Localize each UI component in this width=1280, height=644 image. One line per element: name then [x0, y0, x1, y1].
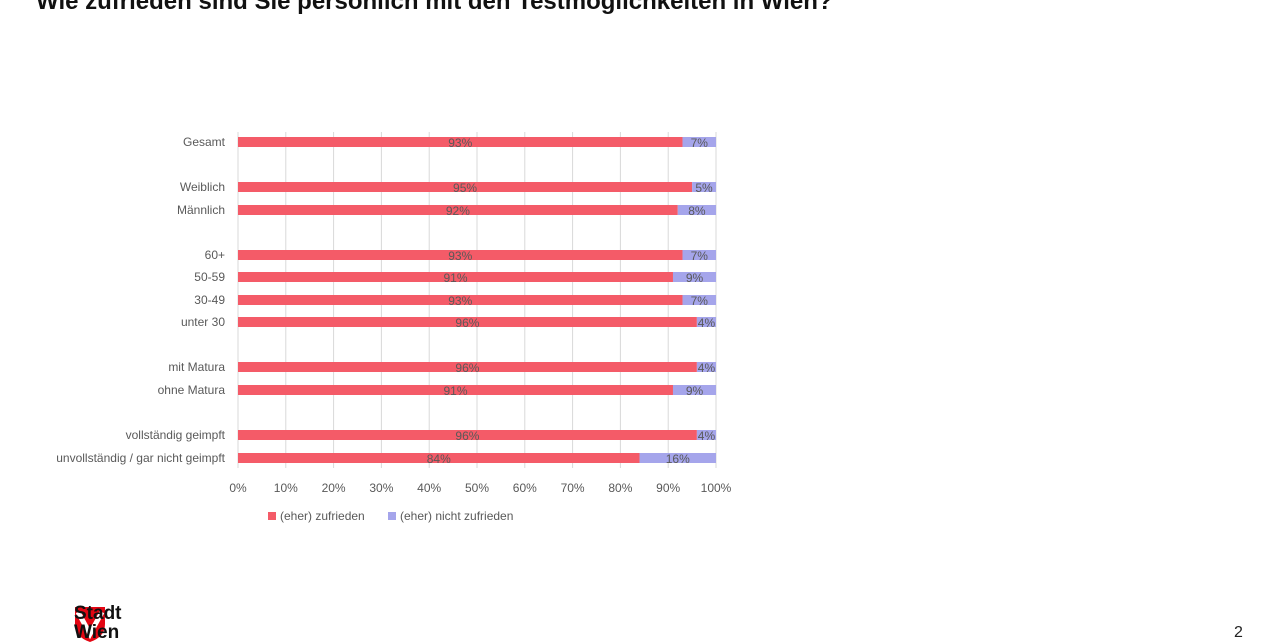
bar-zufrieden: [238, 295, 683, 305]
x-tick-label: 50%: [465, 481, 489, 495]
data-label-zufrieden: 92%: [446, 204, 470, 218]
x-tick-label: 0%: [229, 481, 247, 495]
data-label-nicht-zufrieden: 4%: [698, 316, 716, 330]
data-label-zufrieden: 93%: [448, 294, 472, 308]
bar-nicht-zufrieden: [696, 362, 716, 372]
data-label-zufrieden: 96%: [455, 429, 479, 443]
page-title: Wie zufrieden sind Sie persönlich mit de…: [36, 0, 833, 15]
data-label-zufrieden: 93%: [448, 136, 472, 150]
x-tick-label: 10%: [274, 481, 298, 495]
category-label: 30-49: [194, 293, 225, 307]
x-tick-label: 40%: [417, 481, 441, 495]
data-label-nicht-zufrieden: 8%: [688, 204, 706, 218]
category-label: Gesamt: [183, 135, 226, 149]
legend-label-nicht-zufrieden: (eher) nicht zufrieden: [400, 509, 513, 523]
data-label-nicht-zufrieden: 9%: [686, 384, 704, 398]
legend-swatch-nicht-zufrieden: [388, 512, 396, 520]
data-label-nicht-zufrieden: 7%: [691, 136, 709, 150]
x-tick-label: 80%: [608, 481, 632, 495]
logo-line-2: Wien: [74, 622, 120, 643]
data-label-nicht-zufrieden: 4%: [698, 429, 716, 443]
category-label: 60+: [205, 248, 225, 262]
stadt-wien-logo-icon: [75, 607, 105, 642]
bar-zufrieden: [238, 272, 673, 282]
bar-zufrieden: [238, 453, 640, 463]
category-label: mit Matura: [168, 360, 225, 374]
bar-zufrieden: [238, 205, 678, 215]
data-label-nicht-zufrieden: 16%: [666, 452, 690, 466]
category-label: ohne Matura: [158, 383, 226, 397]
data-label-zufrieden: 96%: [455, 316, 479, 330]
bar-zufrieden: [238, 317, 697, 327]
bar-nicht-zufrieden: [677, 205, 716, 215]
category-label: unter 30: [181, 315, 225, 329]
bar-nicht-zufrieden: [682, 295, 716, 305]
legend-label-zufrieden: (eher) zufrieden: [280, 509, 365, 523]
logo-line-1: Stadt: [74, 603, 122, 624]
bar-nicht-zufrieden: [692, 182, 716, 192]
data-label-zufrieden: 95%: [453, 181, 477, 195]
bar-zufrieden: [238, 182, 693, 192]
data-label-zufrieden: 91%: [443, 271, 467, 285]
x-tick-label: 100%: [701, 481, 732, 495]
data-label-nicht-zufrieden: 9%: [686, 271, 704, 285]
bar-nicht-zufrieden: [639, 453, 716, 463]
data-label-nicht-zufrieden: 7%: [691, 249, 709, 263]
bar-nicht-zufrieden: [682, 250, 716, 260]
bar-zufrieden: [238, 250, 683, 260]
data-label-zufrieden: 96%: [455, 361, 479, 375]
x-tick-label: 90%: [656, 481, 680, 495]
x-tick-label: 60%: [513, 481, 537, 495]
bar-nicht-zufrieden: [672, 272, 716, 282]
data-label-zufrieden: 91%: [443, 384, 467, 398]
logo-wordmark: Stadt Wien: [74, 604, 122, 642]
bar-nicht-zufrieden: [682, 137, 716, 147]
data-label-nicht-zufrieden: 7%: [691, 294, 709, 308]
category-label: unvollständig / gar nicht geimpft: [56, 451, 225, 465]
bar-nicht-zufrieden: [696, 317, 716, 327]
data-label-nicht-zufrieden: 5%: [695, 181, 713, 195]
page-number: 2: [1234, 624, 1243, 641]
data-label-zufrieden: 84%: [427, 452, 451, 466]
category-label: Männlich: [177, 203, 225, 217]
category-label: vollständig geimpft: [126, 428, 226, 442]
category-label: Weiblich: [180, 180, 225, 194]
bar-nicht-zufrieden: [672, 385, 716, 395]
bar-zufrieden: [238, 362, 697, 372]
bar-zufrieden: [238, 385, 673, 395]
bar-nicht-zufrieden: [696, 430, 716, 440]
bar-zufrieden: [238, 430, 697, 440]
legend-swatch-zufrieden: [268, 512, 276, 520]
bar-zufrieden: [238, 137, 683, 147]
data-label-nicht-zufrieden: 4%: [698, 361, 716, 375]
x-tick-label: 20%: [322, 481, 346, 495]
category-label: 50-59: [194, 270, 225, 284]
x-tick-label: 70%: [561, 481, 585, 495]
x-tick-label: 30%: [369, 481, 393, 495]
data-label-zufrieden: 93%: [448, 249, 472, 263]
